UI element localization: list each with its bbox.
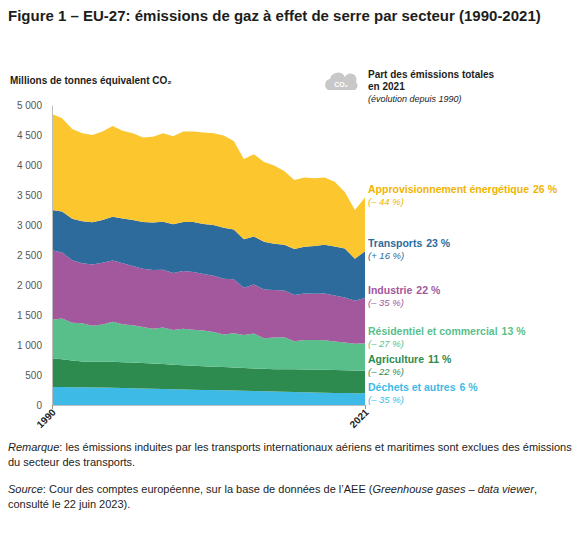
y-tick: 2 000	[17, 280, 52, 291]
legend: Déchets et autres 6 % (– 35 %) Agriculture 1…	[368, 183, 558, 405]
y-tick-label: 3 500	[17, 190, 42, 201]
legend-name: Industrie	[368, 284, 412, 296]
y-axis-title: Millions de tonnes équivalent CO₂	[10, 75, 172, 86]
plot-area	[52, 114, 365, 405]
y-tick-label: 2 000	[17, 280, 42, 291]
legend-entry: Approvisionnement énergétique 26 %	[368, 183, 558, 195]
y-tick: 4 000	[17, 160, 52, 171]
legend-share: 23 %	[426, 237, 451, 249]
legend-title: en 2021	[368, 81, 405, 92]
legend-name: Agriculture	[368, 353, 424, 365]
legend-subtitle: (évolution depuis 1990)	[368, 94, 462, 104]
legend-entry: Déchets et autres 6 %	[368, 381, 478, 393]
icon-cloud	[325, 73, 357, 90]
legend-share: 11 %	[428, 353, 452, 365]
x-tick: 2021	[347, 405, 371, 430]
y-tick: 1 000	[17, 340, 52, 351]
x-tick-label: 2021	[347, 406, 371, 430]
y-tick-label: 4 000	[17, 160, 42, 171]
icon: CO₂	[325, 73, 357, 90]
y-tick-label: 500	[25, 370, 42, 381]
legend-change: (– 35 %)	[368, 297, 404, 308]
legend-entry: Industrie 22 %	[368, 284, 441, 296]
legend-share: 26 %	[533, 183, 558, 195]
legend-change: (– 27 %)	[368, 338, 404, 349]
y-tick: 2 500	[17, 250, 52, 261]
notes: Remarque: les émissions induites par les…	[8, 440, 580, 524]
legend-name: Déchets et autres	[368, 381, 456, 393]
legend-name: Approvisionnement énergétique	[368, 183, 529, 195]
x-tick-mark	[52, 405, 53, 409]
x-tick: 1990	[34, 405, 58, 430]
x-axis-line	[53, 406, 366, 410]
legend-change: (– 35 %)	[368, 394, 404, 405]
remark-part: : les émissions induites par les transpo…	[8, 441, 572, 468]
y-axis-line	[52, 106, 53, 406]
legend-name: Résidentiel et commercial	[368, 325, 498, 337]
legend-entry: Résidentiel et commercial 13 %	[368, 325, 526, 337]
source-part: Source	[8, 483, 43, 495]
y-tick-label: 1 000	[17, 340, 42, 351]
y-tick-label: 5 000	[17, 100, 42, 111]
source: Source: Cour des comptes européenne, sur…	[8, 482, 580, 512]
legend-share: 6 %	[460, 381, 479, 393]
area	[52, 114, 365, 259]
x-tick-mark	[365, 405, 366, 409]
legend-entry: Agriculture 11 %	[368, 353, 452, 365]
y-tick-label: 2 500	[17, 250, 42, 261]
icon-label: CO₂	[334, 81, 348, 88]
legend-entry: Transports 23 %	[368, 237, 451, 249]
y-tick: 3 500	[17, 190, 52, 201]
legend-name: Transports	[368, 237, 422, 249]
y-tick-label: 1 500	[17, 310, 42, 321]
legend-share: 22 %	[416, 284, 441, 296]
x-tick-label: 1990	[34, 406, 58, 430]
y-tick: 5 000	[17, 100, 52, 111]
legend-change: (+ 16 %)	[368, 250, 404, 261]
y-tick: 500	[25, 370, 52, 381]
legend-change: (– 22 %)	[368, 366, 404, 377]
y-tick: 1 500	[17, 310, 52, 321]
source-part: Greenhouse gases – data viewer	[372, 483, 533, 495]
y-axis: 0 500 1 000 1 500 2 000 2 500 3 000 3 500 4 000 4…	[17, 100, 53, 411]
source-part: : Cour des comptes européenne, sur la ba…	[43, 483, 373, 495]
remark-part: Remarque	[8, 441, 59, 453]
y-tick: 4 500	[17, 130, 52, 141]
y-tick-label: 4 500	[17, 130, 42, 141]
legend-share: 13 %	[502, 325, 527, 337]
chart: 0 500 1 000 1 500 2 000 2 500 3 000 3 500 4 000 4…	[0, 0, 587, 539]
y-tick-label: 0	[36, 400, 42, 411]
y-tick: 3 000	[17, 220, 52, 231]
remark: Remarque: les émissions induites par les…	[8, 440, 580, 470]
title: Figure 1 – EU-27: émissions de gaz à eff…	[8, 6, 580, 26]
legend-title: Part des émissions totales	[368, 69, 495, 80]
y-tick-label: 3 000	[17, 220, 42, 231]
x-axis: 1990 2021	[34, 405, 371, 430]
legend-change: (– 44 %)	[368, 196, 404, 207]
